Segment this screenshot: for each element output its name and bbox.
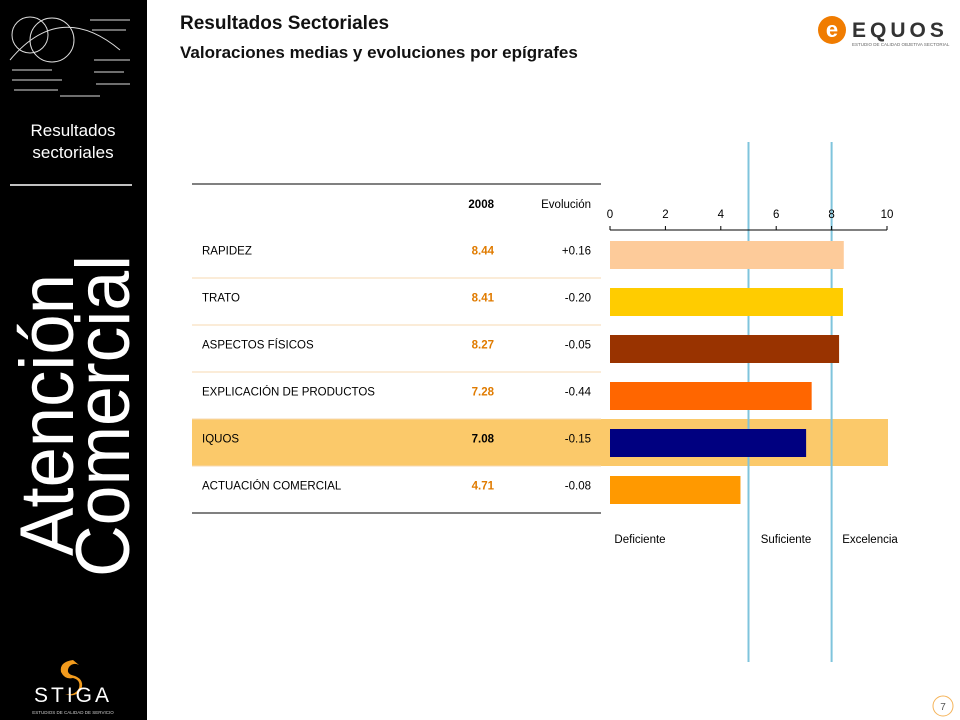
zone-label: Deficiente [614,534,665,546]
row-label: EXPLICACIÓN DE PRODUCTOS [202,386,375,399]
section-label: Resultados sectoriales [30,121,116,162]
x-tick-label: 2 [662,209,668,221]
row-value: 7.28 [472,387,495,399]
sidebar [0,0,147,720]
row-evolution: -0.20 [565,293,591,305]
bar [610,382,812,410]
row-evolution: +0.16 [562,246,591,258]
row-value: 7.08 [472,434,495,446]
row-value: 8.44 [472,246,495,258]
row-evolution: -0.15 [565,434,591,446]
vertical-title: Comercial [61,255,146,577]
bar [610,476,741,504]
bar [610,241,844,269]
column-header: 2008 [468,199,494,211]
stiga-tagline: ESTUDIOS DE CALIDAD DE SERVICIO [32,710,114,715]
brand-icon-letter: e [826,17,838,42]
x-tick-label: 4 [718,209,725,221]
row-label: ASPECTOS FÍSICOS [202,339,314,352]
page-number: 7 [940,702,946,713]
row-value: 8.41 [472,293,495,305]
title: Resultados Sectoriales [180,13,389,34]
row-label: TRATO [202,293,240,305]
x-tick-label: 10 [881,209,894,221]
bar [610,288,843,316]
column-header: Evolución [541,199,591,211]
row-value: 8.27 [472,340,494,352]
brand-tagline: ESTUDIO DE CALIDAD OBJETIVA SECTORIAL [852,42,950,47]
vertical-title: Atención [5,274,90,556]
x-tick-label: 0 [607,209,613,221]
sketch [9,16,130,97]
row-value: 4.71 [472,481,495,493]
brand-logo: EQUOS [852,19,948,42]
bar [610,429,807,457]
x-tick-label: 8 [828,209,834,221]
row-evolution: -0.05 [565,340,591,352]
row-label: RAPIDEZ [202,246,252,258]
bar [610,335,840,363]
stiga-icon [60,660,83,696]
row-label: ACTUACIÓN COMERCIAL [202,480,342,493]
row-label: IQUOS [202,434,239,446]
subtitle: Valoraciones medias y evoluciones por ep… [180,43,578,62]
row-evolution: -0.44 [565,387,592,399]
page-badge [932,695,954,717]
zone-label: Suficiente [761,534,812,546]
zone-label: Excelencia [842,534,898,546]
x-tick-label: 6 [773,209,779,221]
row-evolution: -0.08 [565,481,591,493]
stiga-logo: STIGA [34,684,112,707]
brand-icon [818,16,846,44]
